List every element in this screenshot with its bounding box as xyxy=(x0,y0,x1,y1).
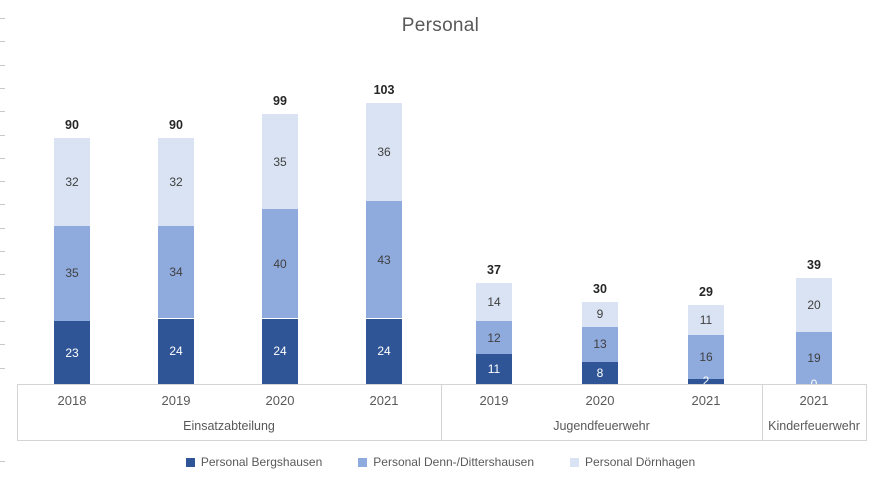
bar-segment xyxy=(54,138,90,226)
category-year-label: 2019 xyxy=(479,393,509,408)
value-axis-tick xyxy=(0,18,5,19)
bar-total-label: 37 xyxy=(487,263,501,277)
value-axis-tick xyxy=(0,88,5,89)
category-year-label: 2019 xyxy=(161,393,191,408)
value-axis-tick xyxy=(0,158,5,159)
legend-item: Personal Denn-/Dittershausen xyxy=(358,455,534,469)
legend-item-label: Personal Denn-/Dittershausen xyxy=(373,455,535,469)
bar-segment xyxy=(796,277,832,333)
bar-segment xyxy=(262,318,298,384)
bar-segment xyxy=(54,225,90,322)
bar-segment xyxy=(158,138,194,226)
category-year-label: 2021 xyxy=(799,393,829,408)
group-separator-line xyxy=(17,384,18,441)
group-separator-line xyxy=(441,384,442,441)
legend-swatch-icon xyxy=(570,457,580,467)
bar-segment xyxy=(366,201,402,319)
value-axis-tick xyxy=(0,274,5,275)
value-axis-tick xyxy=(0,228,5,229)
value-axis-tick xyxy=(0,298,5,299)
value-axis-tick xyxy=(0,41,5,42)
legend-item: Personal Bergshausen xyxy=(185,455,323,469)
bar-segment xyxy=(476,321,512,354)
bar-segment xyxy=(262,113,298,210)
bar-segment xyxy=(158,318,194,384)
legend-item: Personal Dörnhagen xyxy=(570,455,695,469)
bar-total-label: 90 xyxy=(65,118,79,133)
bar-total-label: 99 xyxy=(273,93,287,108)
bar-segment xyxy=(262,209,298,319)
value-axis-tick xyxy=(0,368,5,369)
category-year-label: 2021 xyxy=(369,393,399,408)
value-axis-tick xyxy=(0,344,5,345)
bar-segment xyxy=(688,304,724,335)
category-year-label: 2020 xyxy=(585,393,615,408)
category-axis: 2018 2019 2020 2021 2019 2020 2021 2021 Einsatza… xyxy=(0,384,881,442)
value-axis-tick xyxy=(0,135,5,136)
bar-segment xyxy=(688,334,724,379)
legend-item-label: Personal Bergshausen xyxy=(200,455,323,469)
category-group-label: Kinderfeuerwehr xyxy=(768,419,860,433)
value-axis-tick xyxy=(0,251,5,252)
category-year-label: 2020 xyxy=(265,393,295,408)
category-year-label: 2021 xyxy=(691,393,721,408)
bar-total-label: 103 xyxy=(373,82,395,97)
legend-swatch-icon xyxy=(358,457,368,467)
bar-total-label: 90 xyxy=(169,118,183,133)
bar-segment xyxy=(796,332,832,384)
bar-segment xyxy=(688,378,724,384)
value-axis-tick xyxy=(0,181,5,182)
category-group-label: Jugendfeuerwehr xyxy=(553,419,650,433)
bar-total-label: 39 xyxy=(807,257,821,272)
value-axis-tick xyxy=(0,204,5,205)
bar-total-label: 29 xyxy=(699,284,713,299)
bar-segment xyxy=(366,102,402,202)
value-axis-tick xyxy=(0,65,5,66)
bar-segment xyxy=(582,326,618,363)
group-separator-line xyxy=(762,384,763,441)
bar-total-label: 30 xyxy=(593,282,607,297)
category-group-label: Einsatzabteilung xyxy=(183,419,275,433)
legend-swatch-icon xyxy=(185,457,195,467)
bar-segment xyxy=(158,225,194,319)
bar-segment xyxy=(582,302,618,327)
bar-segment xyxy=(366,318,402,384)
legend: Personal Bergshausen Personal Denn-/Ditte… xyxy=(0,452,881,472)
category-year-label: 2018 xyxy=(57,393,87,408)
bar-segment xyxy=(476,283,512,322)
bar-segment xyxy=(476,354,512,384)
bar-segment xyxy=(582,362,618,384)
chart-title: Personal xyxy=(401,15,480,36)
group-separator-line xyxy=(866,384,867,441)
legend-item-label: Personal Dörnhagen xyxy=(585,455,696,469)
value-axis-tick xyxy=(0,111,5,112)
value-axis-tick xyxy=(0,461,5,462)
value-axis-tick xyxy=(0,321,5,322)
bar-segment xyxy=(54,321,90,384)
